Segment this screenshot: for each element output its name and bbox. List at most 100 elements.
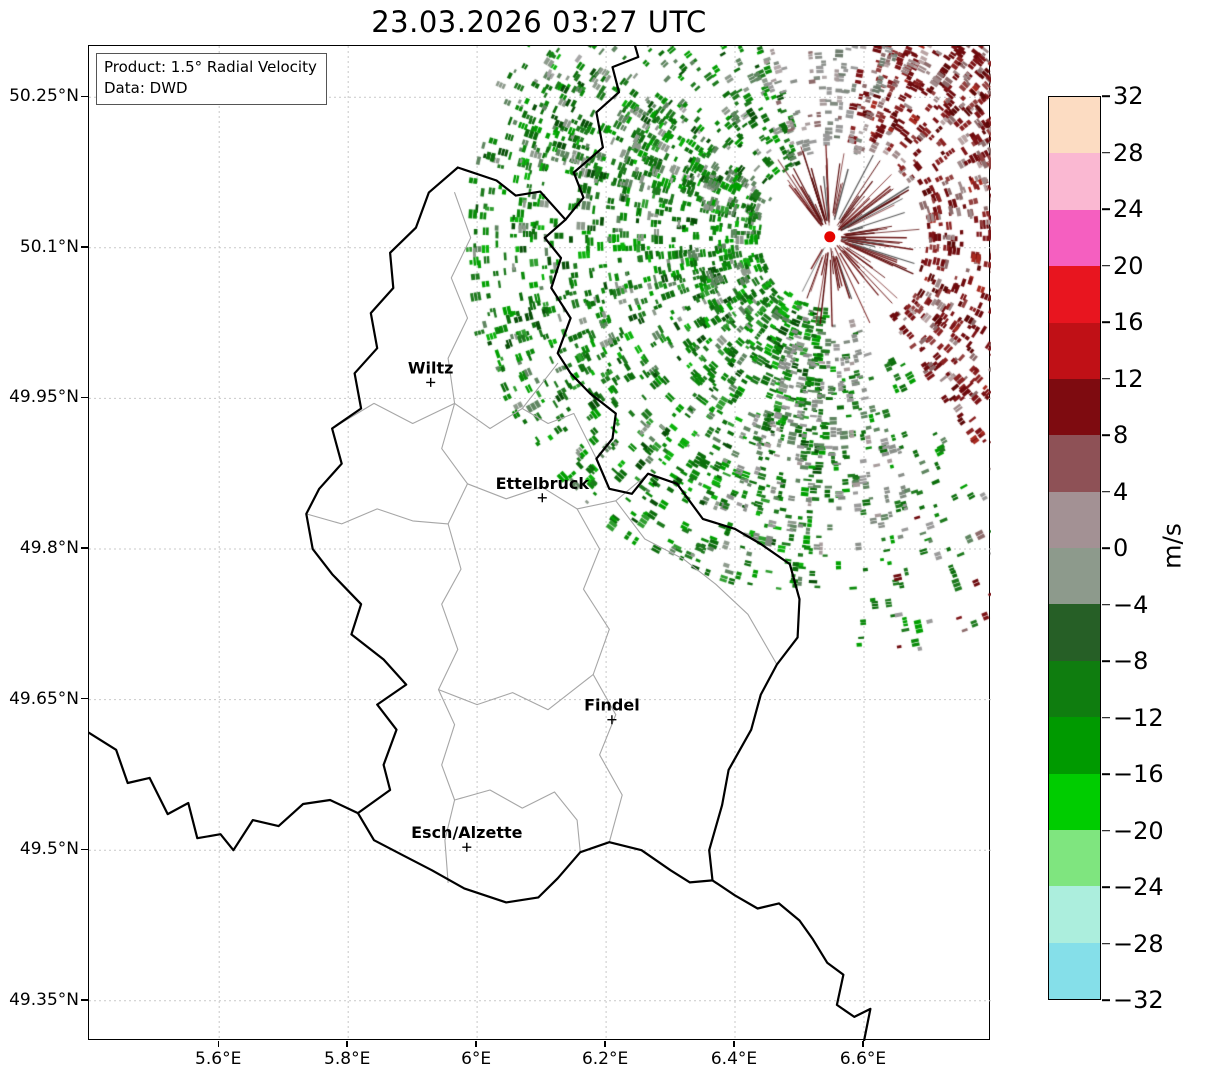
colorbar-tick-mark (1102, 660, 1110, 662)
colorbar (1048, 96, 1101, 1000)
colorbar-tick-label: −32 (1113, 986, 1164, 1014)
district-border (437, 402, 469, 883)
colorbar-tick-mark (1102, 999, 1110, 1001)
colorbar-tick-mark (1102, 208, 1110, 210)
colorbar-band (1049, 660, 1100, 718)
colorbar-tick-label: 4 (1113, 477, 1129, 506)
y-tick-mark (81, 246, 88, 248)
colorbar-tick-label: 28 (1113, 138, 1144, 167)
colorbar-band (1049, 491, 1100, 548)
city-marker (607, 715, 617, 725)
district-border (521, 407, 597, 460)
colorbar-tick-label: 20 (1113, 251, 1144, 280)
x-tick-mark (862, 1041, 864, 1047)
colorbar-tick-label: −8 (1113, 647, 1149, 675)
y-tick-label: 49.95°N (9, 387, 79, 408)
x-tick-mark (604, 1041, 606, 1047)
district-border (615, 500, 778, 666)
colorbar-tick-mark (1102, 95, 1110, 97)
country-border (89, 731, 359, 852)
x-tick-label: 6°E (461, 1049, 492, 1069)
radar-velocity-field (89, 46, 991, 1041)
data-source-label: Data: DWD (104, 79, 188, 97)
x-tick-mark (346, 1041, 348, 1047)
colorbar-tick-label: 12 (1113, 364, 1144, 393)
colorbar-band (1049, 717, 1100, 774)
colorbar-band (1049, 209, 1100, 267)
district-border (437, 673, 594, 711)
colorbar-tick-mark (1102, 377, 1110, 380)
x-tick-label: 6.4°E (710, 1049, 758, 1069)
colorbar-tick-label: 0 (1113, 534, 1129, 562)
colorbar-tick-mark (1102, 490, 1110, 493)
colorbar-band (1049, 266, 1100, 323)
y-tick-label: 49.8°N (19, 538, 79, 558)
colorbar-tick-mark (1102, 547, 1110, 549)
map-borders-layer: Wiltz Ettelbruck Findel Esch/Alzette (89, 46, 872, 1041)
y-tick-mark (81, 848, 88, 850)
x-tick-label: 5.8°E (324, 1049, 371, 1069)
city-marker (426, 377, 436, 387)
colorbar-band (1049, 435, 1100, 492)
y-tick-mark (81, 396, 88, 399)
x-tick-mark (217, 1041, 219, 1047)
colorbar-tick-mark (1102, 942, 1110, 945)
colorbar-band (1049, 942, 1100, 999)
country-border (711, 879, 872, 1041)
colorbar-tick-mark (1102, 151, 1110, 154)
y-tick-label: 49.35°N (9, 989, 79, 1010)
colorbar-tick-mark (1102, 321, 1110, 323)
colorbar-band (1049, 322, 1100, 379)
country-border (564, 46, 640, 221)
product-info-box: Product: 1.5° Radial Velocity Data: DWD (96, 53, 327, 105)
colorbar-band (1049, 153, 1100, 210)
colorbar-band (1049, 97, 1100, 154)
x-tick-label: 6.6°E (839, 1049, 887, 1069)
colorbar-tick-label: −20 (1113, 816, 1164, 845)
colorbar-tick-label: 8 (1113, 421, 1129, 449)
y-tick-label: 49.5°N (19, 839, 79, 860)
colorbar-tick-label: −28 (1113, 929, 1164, 958)
map-plot-area: Product: 1.5° Radial Velocity Data: DWD … (88, 45, 991, 1041)
colorbar-tick-label: −24 (1113, 873, 1164, 901)
colorbar-tick-mark (1102, 716, 1110, 719)
district-border (305, 508, 449, 525)
colorbar-tick-mark (1102, 886, 1110, 888)
colorbar-tick-label: 24 (1113, 195, 1144, 223)
colorbar-tick-label: 16 (1113, 308, 1144, 336)
colorbar-band (1049, 548, 1100, 605)
city-marker (537, 493, 547, 503)
x-tick-mark (475, 1041, 477, 1047)
x-tick-label: 5.6°E (195, 1049, 242, 1069)
colorbar-tick-mark (1102, 434, 1110, 436)
country-border (305, 166, 801, 904)
colorbar-band (1049, 378, 1100, 436)
figure-title: 23.03.2026 03:27 UTC (371, 5, 707, 39)
colorbar-tick-mark (1102, 829, 1110, 832)
y-tick-label: 49.65°N (9, 688, 79, 709)
y-tick-mark (81, 95, 88, 97)
colorbar-tick-label: 32 (1113, 82, 1144, 110)
radar-site-marker (824, 231, 836, 243)
y-tick-mark (81, 999, 88, 1001)
product-label: Product: 1.5° Radial Velocity (104, 58, 317, 76)
colorbar-tick-mark (1102, 603, 1110, 606)
colorbar-tick-mark (1102, 773, 1110, 775)
y-tick-mark (81, 547, 88, 549)
district-border (466, 473, 649, 510)
colorbar-tick-label: −12 (1113, 703, 1164, 732)
colorbar-unit-label: m/s (1157, 523, 1187, 569)
colorbar-tick-mark (1102, 264, 1110, 267)
colorbar-band (1049, 773, 1100, 830)
y-tick-mark (81, 697, 88, 700)
district-border (576, 508, 623, 843)
colorbar-tick-label: −16 (1113, 760, 1164, 788)
city-label: Wiltz (408, 358, 454, 377)
colorbar-tick-label: −4 (1113, 590, 1149, 619)
district-border (454, 789, 581, 853)
y-tick-label: 50.25°N (9, 86, 79, 107)
x-tick-mark (733, 1041, 735, 1047)
city-label: Esch/Alzette (411, 823, 523, 842)
city-label: Findel (584, 696, 640, 715)
